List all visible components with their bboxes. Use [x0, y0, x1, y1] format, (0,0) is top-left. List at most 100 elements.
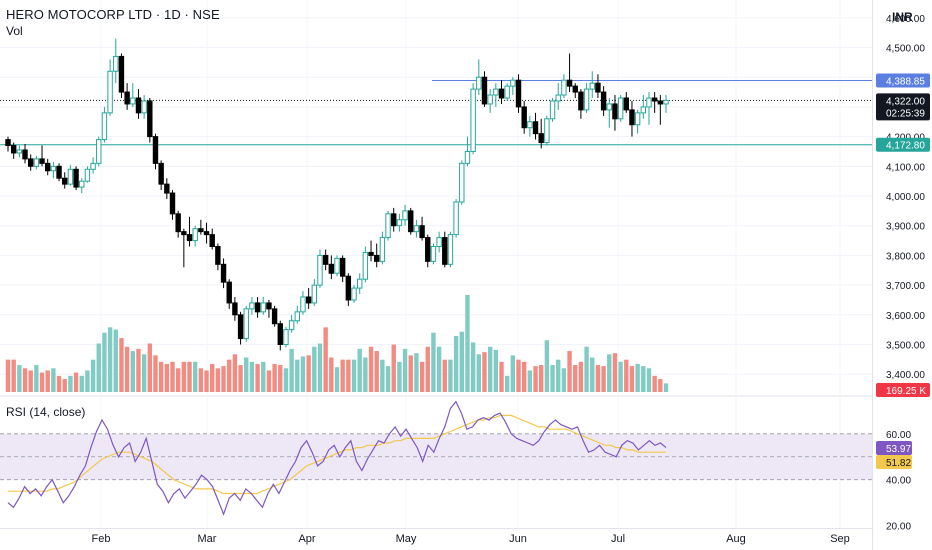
candle-body: [311, 284, 318, 304]
volume-bar: [113, 329, 118, 392]
candle-body: [595, 82, 601, 93]
candle-body: [181, 231, 187, 236]
volume-bar: [312, 346, 317, 392]
volume-bar: [590, 357, 595, 392]
candle-body: [192, 228, 198, 242]
volume-bar: [170, 361, 175, 392]
volume-bar: [561, 368, 567, 392]
candle-body: [504, 85, 510, 99]
candle-body: [640, 106, 647, 114]
candle-body: [118, 55, 125, 93]
volume-bar: [198, 368, 204, 392]
volume-bar: [90, 359, 96, 392]
candle-body: [453, 201, 459, 236]
candle-body: [663, 99, 669, 105]
candle-body: [288, 320, 295, 331]
candle-body: [510, 79, 516, 87]
candle-body: [33, 158, 40, 167]
candle-body: [67, 168, 74, 185]
candle-body: [481, 76, 488, 105]
candle-body: [362, 251, 369, 280]
volume-bar: [629, 366, 635, 392]
volume-bar: [181, 361, 187, 392]
candle-body: [345, 275, 352, 301]
volume-bar: [368, 346, 374, 392]
candle-body: [300, 296, 306, 313]
candle-body: [566, 79, 573, 87]
candle-body: [408, 210, 414, 233]
candle-body: [322, 254, 329, 265]
candle-body: [175, 213, 181, 233]
volume-bar: [289, 348, 294, 392]
volume-bar: [119, 338, 124, 392]
candle-body: [186, 234, 193, 242]
volume-bar: [22, 368, 28, 392]
currency-label[interactable]: INR: [892, 10, 913, 24]
volume-bar: [244, 357, 249, 392]
support-price-label: 4,172.80: [886, 141, 925, 152]
volume-bar: [448, 359, 453, 392]
candle-body: [27, 158, 34, 167]
candle-body: [226, 281, 232, 304]
candle-body: [243, 308, 249, 340]
candle-body: [10, 145, 17, 154]
volume-bar: [419, 361, 425, 392]
candle-body: [657, 100, 664, 105]
candle-body: [147, 100, 153, 138]
volume-bar: [238, 365, 243, 392]
candle-body: [203, 231, 210, 236]
candle-body: [521, 106, 527, 129]
volume-bar: [380, 359, 385, 392]
rsi-label[interactable]: RSI (14, close): [6, 405, 86, 419]
volume-bar: [425, 346, 430, 392]
symbol-title[interactable]: HERO MOTOCORP LTD · 1D · NSE: [6, 7, 220, 22]
last-price-label: 4,322.00: [886, 96, 925, 107]
time-tick-label: Feb: [92, 533, 111, 545]
volume-bar: [539, 365, 544, 392]
volume-bar: [487, 346, 493, 392]
volume-bar: [261, 361, 266, 392]
candle-body: [634, 112, 641, 126]
volume-bar: [346, 359, 351, 392]
volume-bar: [56, 375, 62, 392]
candle-body: [237, 314, 244, 340]
rsi-value-label: 53.97: [886, 444, 911, 455]
candle-body: [169, 192, 176, 215]
volume-bar: [459, 331, 464, 392]
volume-bar: [147, 343, 153, 392]
volume-bar: [402, 348, 408, 392]
candle-body: [101, 112, 108, 141]
volume-bar: [510, 355, 516, 392]
candle-body: [402, 210, 408, 221]
volume-bar: [340, 359, 345, 392]
volume-bar: [317, 343, 323, 392]
candle-body: [45, 162, 51, 172]
volume-value-label-bg: [876, 383, 930, 397]
candle-body: [317, 254, 323, 286]
volume-bar: [102, 332, 107, 392]
candle-body: [50, 165, 57, 172]
candle-body: [498, 88, 505, 99]
volume-bar: [442, 359, 447, 392]
candle-body: [436, 237, 442, 248]
volume-bar: [255, 363, 260, 392]
candle-body: [152, 136, 159, 164]
time-tick-label: Jul: [611, 533, 625, 545]
candle-body: [5, 139, 11, 147]
time-tick-label: Apr: [298, 533, 315, 545]
volume-bar: [85, 370, 90, 392]
price-tick-label: 3,500.00: [886, 341, 925, 352]
volume-bar: [215, 368, 221, 392]
volume-bar: [232, 354, 238, 392]
candle-body: [470, 88, 476, 152]
volume-bar: [573, 365, 578, 392]
volume-bar: [249, 361, 255, 392]
volume-bar: [470, 342, 476, 392]
volume-bar: [465, 295, 470, 392]
volume-bar: [391, 344, 396, 392]
candle-body: [612, 103, 618, 120]
candle-body: [254, 302, 261, 313]
candle-body: [39, 158, 45, 164]
volume-bar: [493, 349, 499, 392]
